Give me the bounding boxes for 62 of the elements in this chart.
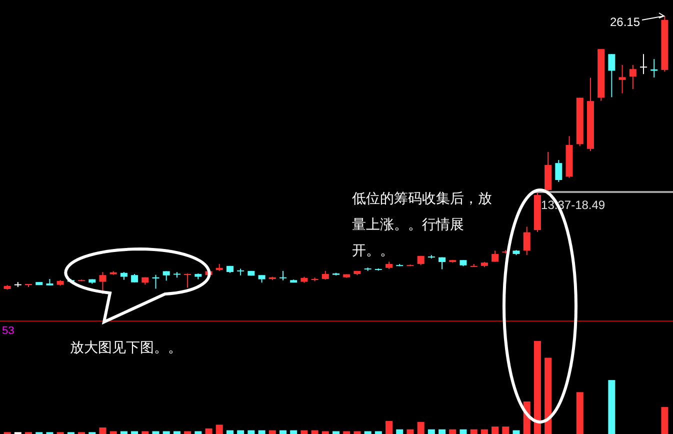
bar — [162, 431, 170, 434]
bar — [460, 429, 467, 434]
candlestick — [650, 58, 658, 78]
bar — [576, 392, 584, 434]
candlestick — [555, 160, 562, 182]
bar — [184, 431, 192, 434]
bar — [502, 426, 510, 434]
bar — [237, 430, 244, 434]
candlestick — [640, 54, 647, 75]
annotation: 26.15 — [610, 15, 640, 29]
annotation: 放大图见下图。。 — [70, 339, 182, 355]
bar — [322, 431, 329, 434]
bar — [544, 358, 552, 434]
bar — [248, 430, 255, 434]
bar — [364, 431, 372, 434]
bar — [110, 431, 117, 434]
bar — [449, 429, 456, 434]
bar — [152, 431, 160, 434]
candlestick — [608, 54, 616, 98]
candlestick — [279, 270, 286, 281]
bar — [332, 431, 340, 434]
bar — [311, 430, 318, 434]
candlestick — [629, 64, 636, 90]
bar — [396, 429, 404, 434]
bar — [354, 431, 361, 434]
bar — [386, 420, 393, 434]
bar — [480, 429, 488, 434]
bar — [512, 430, 520, 434]
bar — [99, 427, 106, 434]
bar — [374, 431, 382, 434]
bar — [205, 428, 212, 434]
bar — [608, 380, 616, 434]
annotation: 低位的筹码收集后，放量上涨。。行情展开。。 — [352, 190, 493, 261]
text: 53 — [2, 325, 14, 337]
bar — [417, 422, 424, 434]
bar — [279, 430, 286, 434]
bar — [131, 431, 138, 434]
bar — [534, 341, 541, 434]
bar — [661, 407, 668, 434]
candlestick — [99, 272, 106, 294]
bar — [492, 426, 499, 434]
bar — [194, 431, 202, 434]
bar — [226, 430, 234, 434]
bar — [268, 430, 276, 434]
bar — [258, 430, 266, 434]
candlestick — [162, 270, 170, 282]
candlestick — [152, 274, 160, 290]
bar — [428, 429, 435, 434]
bar — [470, 429, 478, 434]
bar — [173, 431, 180, 434]
bar — [300, 430, 308, 434]
candlestick — [618, 64, 626, 94]
bar — [290, 430, 298, 434]
bar — [120, 431, 128, 434]
bar — [142, 431, 149, 434]
candlestick — [492, 250, 499, 262]
bar — [438, 429, 446, 434]
bar — [406, 429, 414, 434]
candlestick — [184, 272, 192, 288]
candlestick — [523, 226, 530, 256]
bar — [216, 424, 223, 434]
bar — [343, 431, 350, 434]
